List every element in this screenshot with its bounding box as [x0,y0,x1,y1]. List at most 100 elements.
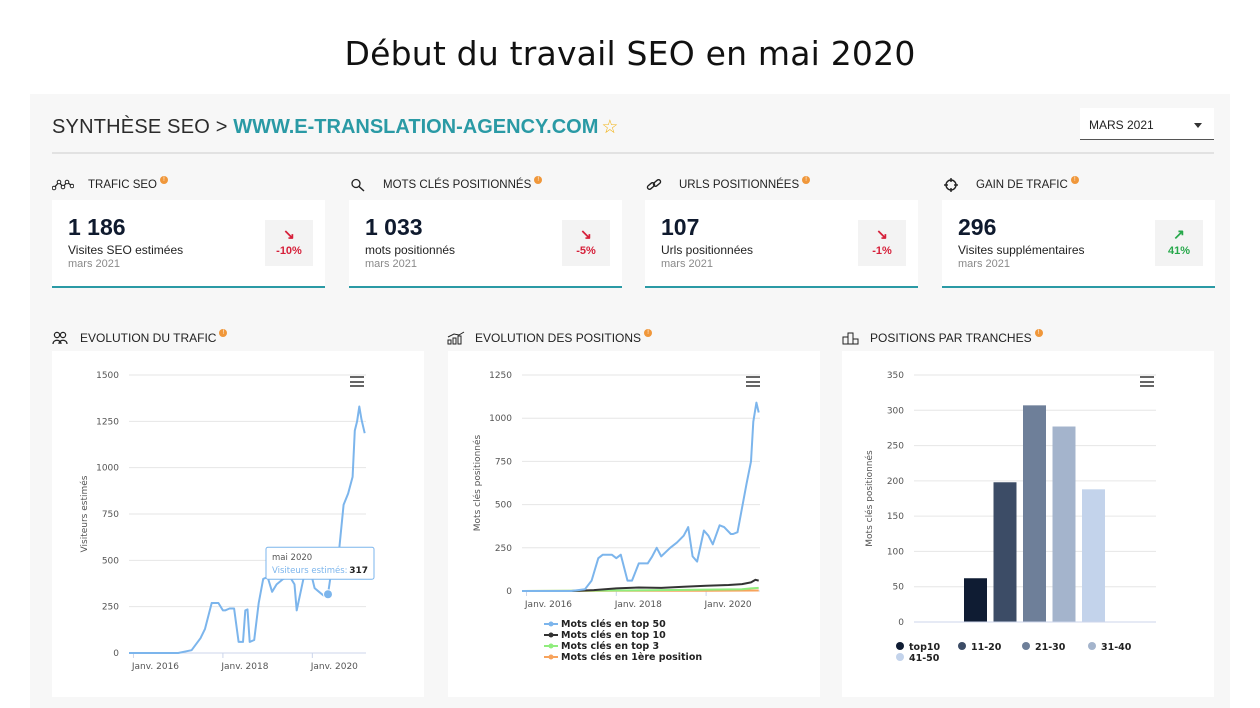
breadcrumb: SYNTHÈSE SEO > WWW.E-TRANSLATION-AGENCY.… [52,116,618,139]
bar [1052,426,1076,622]
hover-point [322,589,333,600]
kpi-subtitle: Visites supplémentaires [958,243,1085,257]
graph-dots-icon [52,178,74,192]
legend-marker [548,643,554,649]
x-tick-label: Janv. 2016 [524,600,572,610]
y-tick-label: 250 [102,603,119,613]
info-icon[interactable]: ! [1070,176,1079,184]
kpi-label-text: TRAFIC SEO [88,179,158,191]
positions-chart: 0 250 500 750 1000 1250 Mots clés positionnés J… [472,371,760,663]
series-line [129,405,366,654]
legend-marker [1088,642,1096,650]
kpi-date: mars 2021 [661,258,713,270]
kpi-value: 107 [661,214,700,240]
bar-growth-icon [447,330,465,345]
kpi-label-urls: URLS POSITIONNÉES! [643,176,811,192]
y-tick-label: 1000 [96,464,119,474]
menu-icon[interactable] [350,376,364,387]
tooltip-series: Visiteurs estimés: [272,565,348,576]
x-tick-label: Janv. 2020 [704,600,752,610]
chart-card-positions: 0 250 500 750 1000 1250 Mots clés positionnés J… [448,351,820,697]
kpi-value: 1 186 [68,214,126,240]
arrow-down-right-icon: ↘ [876,226,888,242]
legend-label: 21-30 [1035,642,1066,653]
kpi-subtitle: Urls positionnées [661,243,754,257]
tooltip [265,546,375,580]
info-icon[interactable]: ! [802,176,811,184]
slide-title: Début du travail SEO en mai 2020 [344,34,916,73]
legend-marker [896,653,904,661]
y-tick-label: 750 [102,510,119,520]
legend-label: top10 [909,642,940,653]
kpi-card-gain[interactable]: 296 Visites supplémentaires mars 2021 ↗ … [942,200,1215,288]
legend-marker [958,642,966,650]
target-icon [940,178,962,192]
legend-label: Mots clés en 1ère position [561,652,702,663]
info-icon[interactable]: ! [160,176,169,184]
kpi-card-keywords[interactable]: 1 033 mots positionnés mars 2021 ↘ -5% [349,200,622,288]
legend-label: Mots clés en top 50 [561,619,666,630]
breadcrumb-prefix: SYNTHÈSE SEO > [52,116,228,138]
legend-marker [548,654,554,660]
info-icon[interactable]: ! [219,328,228,337]
legend-label: 41-50 [909,653,940,664]
link-icon [643,178,665,192]
kpi-label-text: MOTS CLÉS POSITIONNÉS [383,179,532,191]
site-name-link[interactable]: WWW.E-TRANSLATION-AGENCY.COM [233,116,599,138]
kpi-card-trafic[interactable]: 1 186 Visites SEO estimées mars 2021 ↘ -… [52,200,325,288]
menu-icon[interactable] [1140,376,1154,387]
dashboard-header: SYNTHÈSE SEO > WWW.E-TRANSLATION-AGENCY.… [52,108,1214,154]
chart-card-tranches: 0 50 100 150 200 250 300 350 Mots clés positionn… [842,351,1214,697]
series-line [522,401,760,592]
x-tick-label: Janv. 2018 [614,600,662,610]
y-tick-label: 0 [898,618,904,628]
x-tick-label: Janv. 2016 [131,662,179,672]
menu-icon[interactable] [746,376,760,387]
section-title: POSITIONS PAR TRANCHES [870,330,1032,345]
y-tick-label: 1250 [489,371,512,381]
kpi-label-trafic: TRAFIC SEO! [52,176,169,192]
tooltip-value: 317 [349,566,368,576]
trend-badge: ↘ -5% [562,220,610,266]
y-tick-label: 50 [893,583,905,593]
y-axis-title: Mots clés positionnés [864,450,875,547]
info-icon[interactable]: ! [644,328,653,337]
legend-marker [896,642,904,650]
y-tick-label: 150 [887,512,904,522]
kpi-label-text: URLS POSITIONNÉES [679,179,800,191]
info-icon[interactable]: ! [534,176,543,184]
y-tick-label: 250 [887,442,904,452]
kpi-date: mars 2021 [365,258,417,270]
x-tick-label: Janv. 2018 [220,662,268,672]
kpi-date: mars 2021 [68,258,120,270]
arrow-up-right-icon: ↗ [1173,226,1185,242]
arrow-down-right-icon: ↘ [283,226,295,242]
kpi-card-urls[interactable]: 107 Urls positionnées mars 2021 ↘ -1% [645,200,918,288]
trend-badge: ↗ 41% [1155,220,1203,266]
y-tick-label: 500 [495,501,512,511]
bar [1082,489,1105,622]
legend-marker [1022,642,1030,650]
y-tick-label: 0 [506,587,512,597]
trend-badge: ↘ -1% [858,220,906,266]
kpi-subtitle: Visites SEO estimées [68,243,184,257]
y-axis-title: Visiteurs estimés [79,475,90,552]
kpi-label-text: GAIN DE TRAFIC [976,179,1068,191]
y-tick-label: 500 [102,556,119,566]
trend-badge: ↘ -10% [265,220,313,266]
favorite-star-icon[interactable]: ☆ [601,117,619,138]
section-title: EVOLUTION DU TRAFIC [80,330,217,345]
info-icon[interactable]: ! [1034,328,1043,337]
period-select[interactable]: MARS 2021 [1080,108,1214,140]
y-tick-label: 250 [495,544,512,554]
period-select-value: MARS 2021 [1089,118,1154,132]
kpi-label-keywords: MOTS CLÉS POSITIONNÉS! [347,176,543,192]
kpi-subtitle: mots positionnés [365,243,456,257]
section-title: EVOLUTION DES POSITIONS [475,330,642,345]
legend-label: 31-40 [1101,642,1132,653]
bar [993,482,1017,622]
podium-icon [842,330,860,345]
search-icon [347,178,369,192]
y-tick-label: 300 [887,406,904,416]
section-label-tranches: POSITIONS PAR TRANCHES! [842,328,1043,345]
